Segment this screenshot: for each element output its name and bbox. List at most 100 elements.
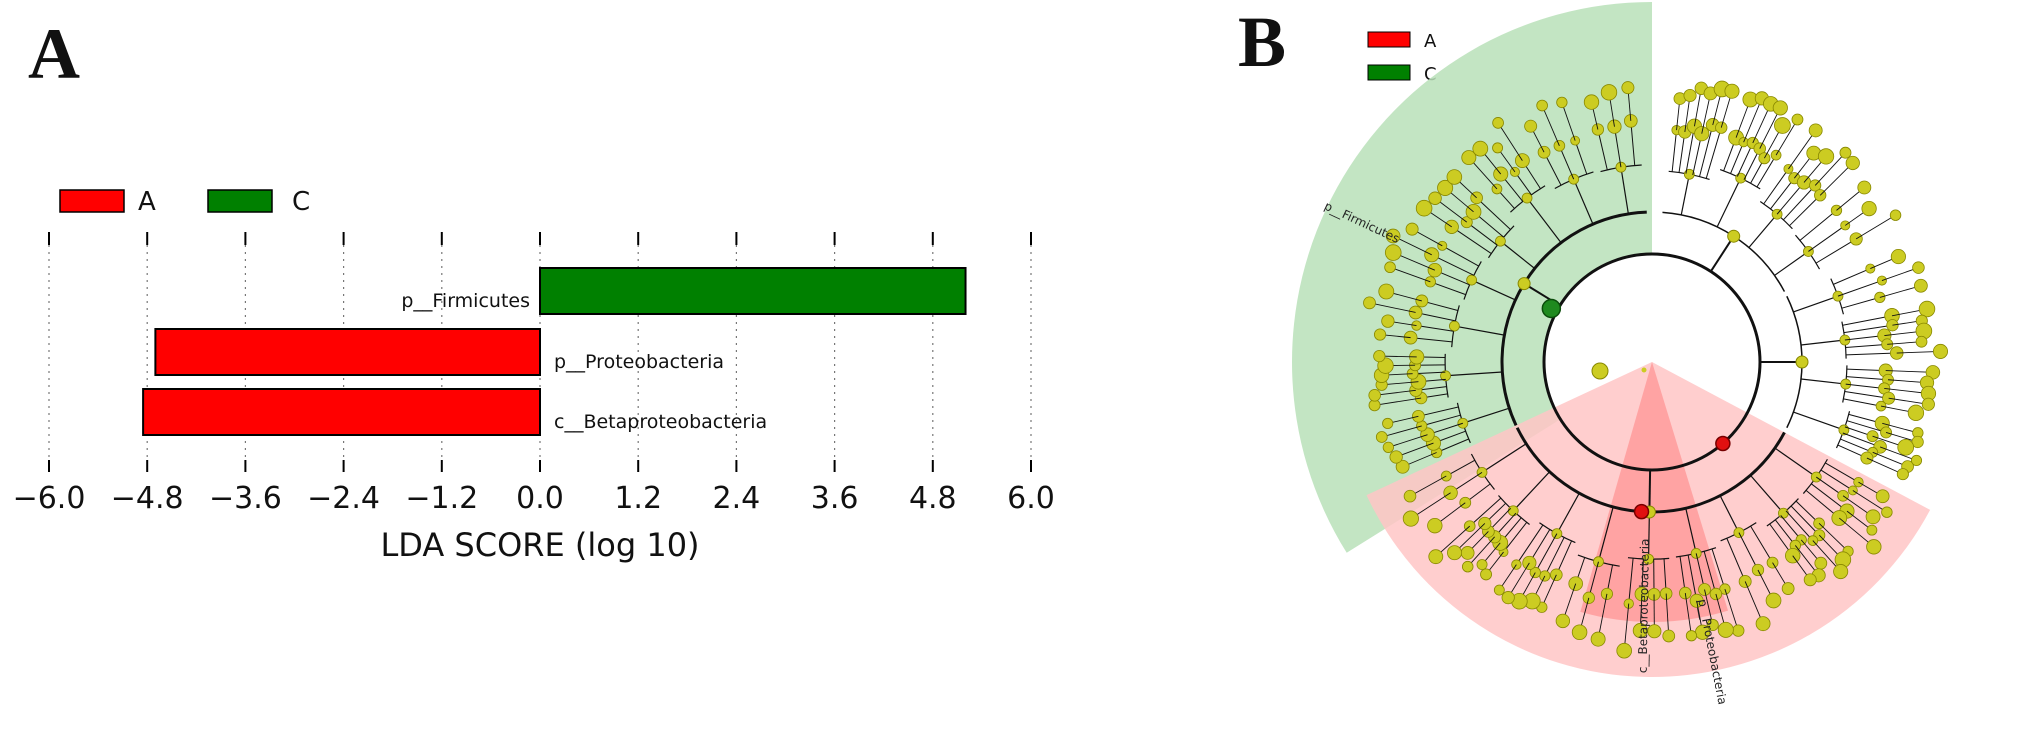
tree-node xyxy=(1427,262,1443,278)
tree-node xyxy=(1437,179,1454,196)
branch-line xyxy=(1785,510,1814,541)
branch-line xyxy=(1774,250,1809,276)
branch-line xyxy=(1866,457,1904,475)
tree-node xyxy=(1732,624,1745,637)
branch-line xyxy=(1628,558,1634,604)
branch-line xyxy=(1726,538,1746,582)
branch-line xyxy=(1369,302,1416,313)
branch-line xyxy=(1665,593,1670,637)
tree-node xyxy=(1492,117,1504,129)
tree-node xyxy=(1791,113,1804,126)
tree-node xyxy=(1476,466,1488,478)
branch-line xyxy=(1588,561,1599,598)
branch-line xyxy=(1451,226,1492,254)
tree-node xyxy=(1555,613,1571,629)
branch-line xyxy=(1881,267,1919,282)
tree-node xyxy=(1382,441,1394,453)
branch-line xyxy=(1497,122,1523,161)
branch-line xyxy=(1541,574,1557,608)
branch-line xyxy=(1815,238,1857,264)
branch-line xyxy=(1435,525,1471,558)
tree-node xyxy=(1662,629,1676,643)
clade-label-betaproteobacteria: c__Betaproteobacteria xyxy=(1636,538,1652,673)
branch-line xyxy=(1418,406,1459,417)
branch-line xyxy=(1790,505,1820,536)
legend-swatch-c xyxy=(1367,64,1411,81)
tree-node xyxy=(1915,335,1928,348)
tree-node xyxy=(1803,573,1817,587)
tree-node xyxy=(1724,83,1740,99)
branch-line xyxy=(1709,235,1735,272)
tree-node xyxy=(1774,117,1791,134)
bar-label: p__Proteobacteria xyxy=(554,351,724,373)
tree-node xyxy=(1415,199,1433,217)
tree-node xyxy=(1857,180,1872,195)
tree-node xyxy=(1808,123,1823,138)
branch-line xyxy=(1879,446,1917,461)
tree-node xyxy=(1428,549,1444,565)
x-axis-title: LDA SCORE (log 10) xyxy=(380,526,699,564)
branch-line xyxy=(1843,398,1882,407)
tree-node xyxy=(1600,84,1618,101)
branch-line xyxy=(1882,422,1918,434)
branch-line xyxy=(1684,592,1692,636)
branch-line xyxy=(1730,141,1745,174)
tree-node xyxy=(1727,229,1741,243)
tree-node xyxy=(1501,591,1515,605)
tree-node xyxy=(1492,142,1504,154)
tree-node xyxy=(1735,172,1747,184)
branch-line xyxy=(1410,337,1453,343)
branch-line xyxy=(1685,508,1697,554)
branch-line xyxy=(1462,407,1510,424)
bar-p-firmicutes xyxy=(539,267,967,315)
tree-node xyxy=(1796,175,1812,190)
branch-line xyxy=(1409,475,1447,497)
tree-node xyxy=(1918,300,1936,318)
branch-line xyxy=(1852,490,1888,513)
legend-b: A C xyxy=(1367,31,1437,85)
tree-node xyxy=(1583,94,1600,110)
branch-line xyxy=(1503,522,1528,553)
x-tick-label: 6.0 xyxy=(1007,481,1055,516)
tree-node xyxy=(1363,296,1376,310)
tree-node xyxy=(1777,507,1789,519)
branch-line xyxy=(1597,506,1614,562)
branch-line xyxy=(1800,339,1845,346)
tree-node xyxy=(1521,192,1533,204)
tree-node xyxy=(1466,274,1478,286)
branch-line xyxy=(1671,130,1678,172)
branch-line xyxy=(1507,562,1530,598)
tree-node xyxy=(1881,506,1893,518)
branch-line xyxy=(1469,497,1502,527)
tree-node xyxy=(1571,624,1588,641)
tree-node xyxy=(1537,145,1551,159)
tree-node xyxy=(1717,621,1734,638)
branch-line xyxy=(1845,352,1897,356)
tree-node xyxy=(1853,476,1864,488)
tree-node xyxy=(1443,485,1458,501)
x-tick-label: −2.4 xyxy=(307,481,380,516)
branch-line xyxy=(1808,225,1846,252)
node-betaproteobacteria xyxy=(1633,503,1650,520)
tree-node xyxy=(1810,471,1822,483)
branch-line xyxy=(1471,279,1516,301)
branch-line xyxy=(1381,381,1419,386)
legend-swatch-a xyxy=(59,189,125,213)
branch-line xyxy=(1379,355,1417,358)
x-tick-label: −4.8 xyxy=(111,481,184,516)
tree-node xyxy=(1683,88,1697,103)
branch-line xyxy=(1561,102,1576,141)
branch-line xyxy=(1844,390,1889,399)
branch-line xyxy=(1388,434,1428,448)
x-tick-label: 4.8 xyxy=(909,481,957,516)
tree-node xyxy=(1373,328,1387,341)
tree-node xyxy=(1368,389,1381,402)
tree-node xyxy=(1912,261,1925,274)
branch-line xyxy=(1534,533,1558,573)
branch-line xyxy=(1476,197,1511,230)
tree-node xyxy=(1440,370,1451,382)
branch-line xyxy=(1647,511,1650,560)
tree-node xyxy=(1814,556,1828,570)
tree-node xyxy=(1446,169,1463,185)
tree-node xyxy=(1932,343,1949,359)
